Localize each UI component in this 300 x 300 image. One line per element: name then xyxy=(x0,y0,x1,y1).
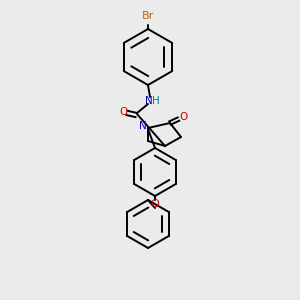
Text: O: O xyxy=(119,107,127,117)
Text: H: H xyxy=(152,96,160,106)
Text: N: N xyxy=(145,96,153,106)
Text: O: O xyxy=(179,112,187,122)
Text: N: N xyxy=(139,121,147,131)
Text: O: O xyxy=(151,199,159,209)
Text: Br: Br xyxy=(142,11,154,21)
